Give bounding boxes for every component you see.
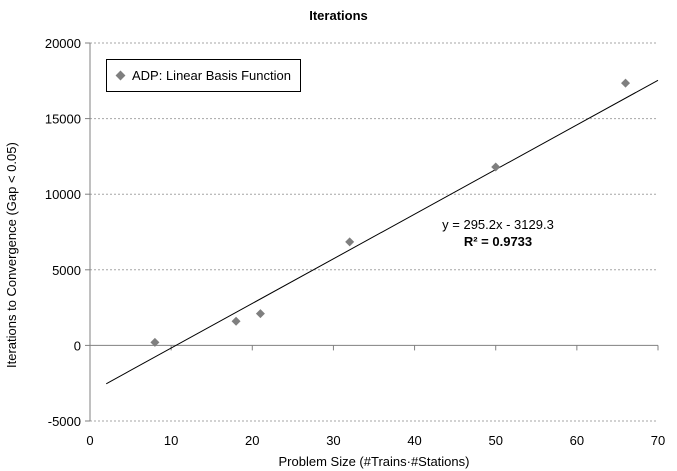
x-tick-label: 10: [164, 433, 178, 448]
x-tick-label: 60: [570, 433, 584, 448]
x-axis-label: Problem Size (#Trains·#Stations): [278, 454, 470, 469]
y-tick-label: 20000: [45, 36, 81, 51]
y-tick-label: 5000: [52, 263, 81, 278]
trendline: [105, 79, 659, 385]
trendline-equation: y = 295.2x - 3129.3: [442, 217, 554, 232]
x-tick-label: 0: [86, 433, 93, 448]
x-tick-label: 40: [407, 433, 421, 448]
y-axis-label: Iterations to Convergence (Gap < 0.05): [4, 142, 19, 368]
legend-label: ADP: Linear Basis Function: [132, 68, 291, 83]
legend: ADP: Linear Basis Function: [106, 59, 301, 92]
data-point: [255, 309, 265, 319]
data-point: [621, 78, 631, 88]
data-point: [345, 237, 355, 247]
y-tick-label: 15000: [45, 112, 81, 127]
data-point: [231, 316, 241, 326]
y-tick-label: 10000: [45, 187, 81, 202]
x-tick-label: 20: [245, 433, 259, 448]
r-squared-label: R² = 0.9733: [463, 234, 533, 249]
gridlines: [90, 42, 658, 422]
chart-title: Iterations: [309, 8, 368, 23]
trendline-annotation: y = 295.2x - 3129.3 R² = 0.9733: [418, 216, 578, 250]
data-points: [150, 78, 631, 347]
data-point: [150, 337, 160, 347]
x-tick-label: 70: [651, 433, 665, 448]
trendline-group: [105, 79, 659, 385]
axes: [85, 42, 659, 422]
y-tick-label: -5000: [48, 414, 81, 429]
x-tick-label: 50: [488, 433, 502, 448]
x-tick-label: 30: [326, 433, 340, 448]
tick-labels: -5000 0 5000 10000 15000 20000 0 10 20 30 40 50 60 70: [45, 36, 665, 448]
data-point: [491, 162, 501, 172]
legend-diamond-icon: [115, 70, 126, 81]
y-tick-label: 0: [74, 338, 81, 353]
